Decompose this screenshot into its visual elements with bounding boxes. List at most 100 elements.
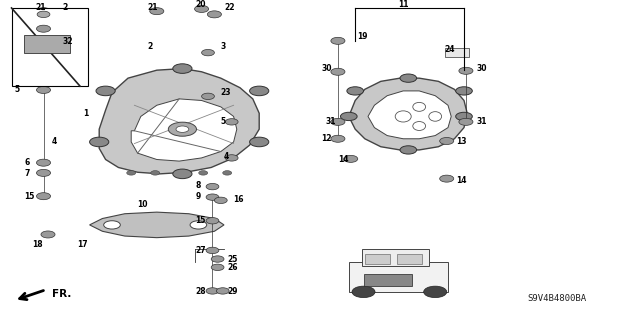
Text: 9: 9 [195,192,200,201]
Text: 10: 10 [138,200,148,209]
Bar [362,249,429,266]
Text: 28: 28 [195,287,206,296]
Circle shape [36,169,51,176]
Circle shape [206,247,219,254]
Circle shape [347,87,364,95]
Circle shape [36,8,51,15]
Text: 29: 29 [227,287,237,296]
Circle shape [195,5,209,12]
Text: 2: 2 [63,4,68,12]
Circle shape [225,119,238,125]
Circle shape [190,221,207,229]
Circle shape [207,11,221,18]
Circle shape [344,155,358,162]
Text: 16: 16 [234,195,244,204]
Circle shape [168,122,196,136]
Circle shape [36,25,51,32]
Circle shape [173,169,192,179]
Text: 12: 12 [321,134,332,143]
Ellipse shape [413,102,426,111]
Text: 18: 18 [32,240,43,249]
Circle shape [36,193,51,200]
Circle shape [456,87,472,95]
Polygon shape [131,99,237,161]
Text: 24: 24 [445,45,455,54]
Circle shape [37,11,50,18]
Text: 8: 8 [195,181,200,189]
Circle shape [400,146,417,154]
Bar [349,262,448,292]
Text: 25: 25 [227,256,237,264]
Text: S9V4B4800BA: S9V4B4800BA [527,294,586,303]
Polygon shape [99,69,259,174]
Bar [364,274,412,286]
Text: 14: 14 [456,176,466,185]
Circle shape [173,64,192,73]
Circle shape [331,135,345,142]
Circle shape [175,171,184,175]
Circle shape [340,112,357,121]
Circle shape [104,221,120,229]
Circle shape [211,256,224,262]
Text: 26: 26 [227,263,237,272]
Circle shape [459,67,473,74]
Text: 3: 3 [221,42,226,51]
Text: 22: 22 [224,4,234,12]
Circle shape [206,288,219,294]
Circle shape [216,288,229,294]
Text: 19: 19 [357,32,367,41]
Circle shape [211,264,224,271]
Circle shape [352,286,375,298]
Circle shape [223,171,232,175]
Text: 4: 4 [51,137,56,146]
Circle shape [400,74,417,82]
Circle shape [250,86,269,96]
Text: 32: 32 [63,37,73,46]
Text: 30: 30 [477,64,487,73]
Circle shape [198,171,207,175]
Text: 2: 2 [147,42,152,51]
Text: 30: 30 [321,64,332,73]
Text: 15: 15 [24,192,35,201]
Text: FR.: FR. [52,289,72,299]
Circle shape [440,137,454,145]
Text: 4: 4 [224,152,229,161]
Circle shape [214,197,227,204]
Circle shape [331,68,345,75]
Text: 7: 7 [24,169,29,178]
Text: 15: 15 [195,216,205,225]
Circle shape [225,155,238,161]
Ellipse shape [396,111,412,122]
Circle shape [459,118,473,125]
Circle shape [250,137,269,147]
Text: 31: 31 [477,117,487,126]
Text: 23: 23 [221,88,231,97]
Text: 5: 5 [221,117,226,126]
Text: 13: 13 [456,137,466,146]
Polygon shape [368,91,451,139]
Circle shape [456,112,472,121]
Bar [445,48,469,57]
Polygon shape [349,78,467,150]
Text: 20: 20 [195,0,205,9]
Text: 21: 21 [35,4,45,12]
Circle shape [331,37,345,44]
Polygon shape [90,212,224,238]
Text: 21: 21 [147,4,157,12]
Circle shape [90,137,109,147]
Text: 1: 1 [83,109,88,118]
Circle shape [151,171,159,175]
Circle shape [127,171,136,175]
Circle shape [176,126,189,132]
Text: 6: 6 [24,158,29,167]
Circle shape [202,49,214,56]
Circle shape [206,194,219,200]
Bar [365,254,390,264]
Circle shape [36,159,51,166]
Text: 17: 17 [77,240,88,249]
Text: 27: 27 [195,246,206,255]
Bar [12,8,88,86]
Bar [24,35,70,53]
Circle shape [96,86,115,96]
Circle shape [41,231,55,238]
